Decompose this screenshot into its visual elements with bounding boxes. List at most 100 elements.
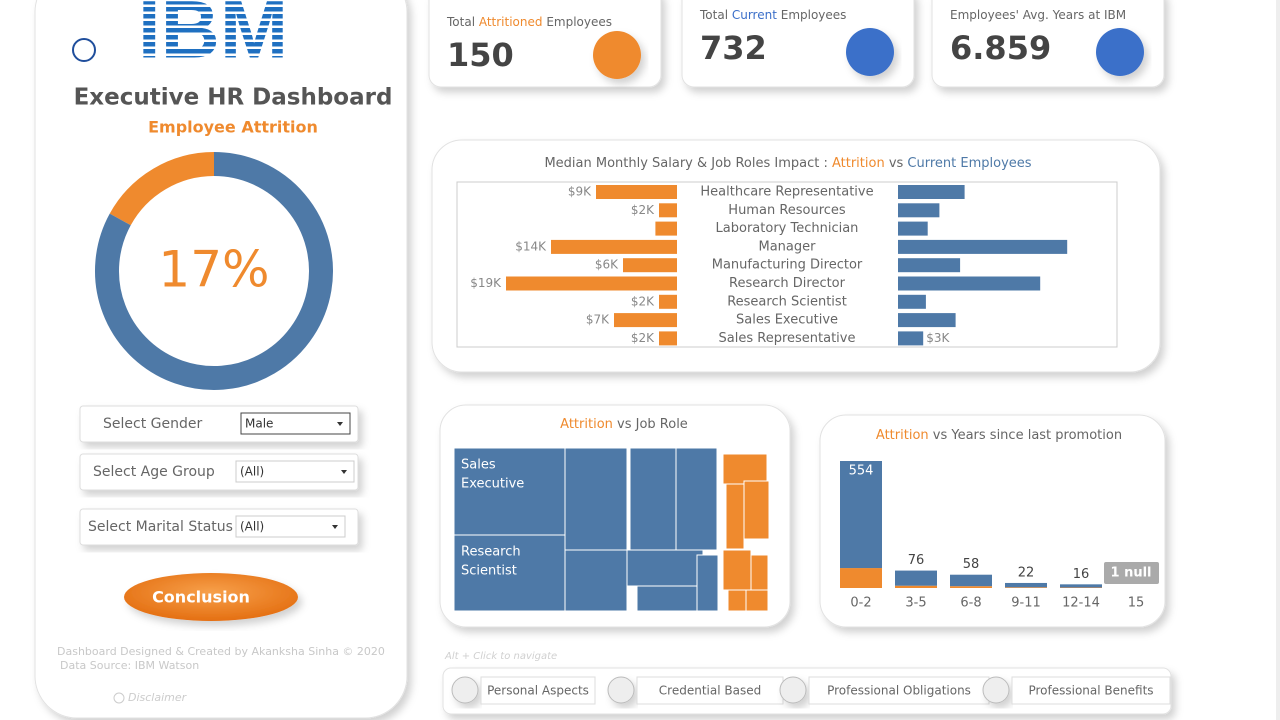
nav-button[interactable]	[808, 676, 990, 705]
category-label: Human Resources	[728, 203, 846, 218]
dropdown-arrow	[341, 470, 347, 474]
title-part: Current Employees	[907, 156, 1031, 171]
null-indicator: 1 null	[1111, 566, 1152, 581]
disclaimer[interactable]: Disclaimer	[128, 691, 188, 704]
dropdown[interactable]	[240, 412, 351, 435]
treemap-cell	[564, 447, 628, 551]
treemap-cell	[750, 554, 769, 591]
promotion-bar	[1060, 584, 1102, 588]
title-part: Employees	[543, 15, 613, 29]
nav-label[interactable]: Credential Based	[659, 684, 761, 698]
promotion-bar	[840, 461, 882, 569]
title: Median Monthly Salary & Job Roles Impact…	[544, 156, 1031, 171]
value-label: $14K	[515, 239, 547, 253]
treemap-cell	[626, 549, 704, 587]
salary-bar	[898, 239, 1068, 254]
filters: Select Gender Male Select Age Group (All) Se…	[79, 405, 359, 546]
nav-button[interactable]	[1011, 676, 1171, 705]
salary-bar	[596, 185, 677, 199]
nav: Personal Aspects Credential Based Professi…	[451, 676, 1171, 705]
nav-knob[interactable]	[779, 676, 807, 704]
dropdown[interactable]	[235, 515, 346, 538]
category-label: Sales Representative	[719, 331, 856, 346]
treemap-attrition	[722, 453, 770, 612]
category-label: Manufacturing Director	[712, 258, 863, 273]
nav-button[interactable]	[636, 676, 784, 705]
total-label: 16	[1073, 567, 1090, 582]
nav-knob[interactable]	[607, 676, 635, 704]
donut	[95, 152, 333, 390]
nav-label[interactable]: Professional Obligations	[827, 684, 971, 698]
treemap-cell	[453, 447, 566, 536]
nav-knob[interactable]	[982, 676, 1010, 704]
kpi-value: 6.859	[950, 29, 1051, 67]
title: Total Current Employees	[699, 8, 846, 22]
salary-frame	[456, 181, 1118, 348]
promotion-bar	[895, 570, 937, 586]
treemap-cell	[696, 554, 719, 612]
conclusion-text[interactable]: Conclusion	[152, 588, 250, 607]
title-part: vs Years since last promotion	[929, 428, 1122, 443]
treemap-cell	[453, 534, 566, 612]
kpi-icon	[846, 28, 894, 76]
category-label: Sales Executive	[736, 313, 838, 328]
title-part: vs Job Role	[613, 417, 688, 432]
category-label: Healthcare Representative	[700, 185, 873, 200]
total-label: 76	[908, 553, 925, 568]
category-label: Laboratory Technician	[716, 221, 859, 236]
dropdown[interactable]	[235, 460, 355, 483]
salary-bar	[898, 221, 928, 236]
total-label: 22	[1018, 565, 1035, 580]
treemap-label: Research	[461, 545, 521, 560]
promotion-bar	[1005, 587, 1047, 588]
x-tick-label: 3-5	[905, 596, 926, 611]
value-label: $9K	[568, 185, 592, 199]
treemap-cell	[722, 549, 752, 591]
total-label: 58	[963, 557, 980, 572]
treemap-cell	[745, 589, 769, 612]
title-part: vs	[885, 156, 908, 171]
promotion-chart: Attrition vs Years since last promotion 0…	[840, 428, 1159, 611]
salary-bar	[898, 331, 924, 346]
conclusion-button[interactable]	[124, 573, 298, 621]
title-part: Attrition	[560, 417, 613, 432]
salary-bar	[623, 258, 677, 273]
donut-label: 17%	[158, 241, 269, 299]
treemap-cell	[727, 589, 747, 612]
treemap-cell	[743, 480, 770, 540]
dropdown-arrow	[337, 422, 343, 426]
value-label: $3K	[926, 331, 950, 345]
x-tick-label: 15	[1128, 596, 1145, 611]
salary-bar	[659, 203, 677, 218]
value-label: $7K	[586, 313, 610, 327]
treemap-cell	[636, 585, 698, 612]
kpis: Total Attritioned Employees 150 Total Curr…	[428, 0, 1165, 88]
salary-bar	[659, 331, 677, 346]
filter-label: Select Age Group	[93, 464, 215, 480]
title: Attrition vs Years since last promotion	[876, 428, 1122, 443]
treemap	[453, 447, 719, 612]
dropdown-value: (All)	[240, 520, 264, 534]
treemap-cell	[675, 447, 718, 551]
donut-segment	[109, 152, 215, 226]
x-tick-label: 9-11	[1011, 596, 1041, 611]
title: Executive HR Dashboard	[74, 85, 393, 111]
hint: Alt + Click to navigate	[444, 651, 557, 662]
subtitle: Employee Attrition	[148, 118, 318, 137]
treemap-label: Executive	[461, 477, 524, 492]
title-part: Employees	[777, 8, 847, 22]
salary-bar	[551, 239, 677, 254]
category-label: Research Scientist	[727, 294, 847, 309]
nav-knob[interactable]	[451, 676, 479, 704]
promotion-bar	[1005, 582, 1047, 588]
value-label: $2K	[631, 331, 655, 345]
footer: Data Source: IBM Watson	[60, 659, 199, 672]
title-part: Median Monthly Salary & Job Roles Impact…	[544, 156, 832, 171]
nav-label[interactable]: Professional Benefits	[1028, 684, 1153, 698]
logo: IBM	[138, 0, 288, 76]
nav-button[interactable]	[480, 676, 596, 705]
nav-label[interactable]: Personal Aspects	[487, 684, 589, 698]
edge	[1276, 0, 1280, 720]
treemap-cell	[629, 447, 677, 551]
